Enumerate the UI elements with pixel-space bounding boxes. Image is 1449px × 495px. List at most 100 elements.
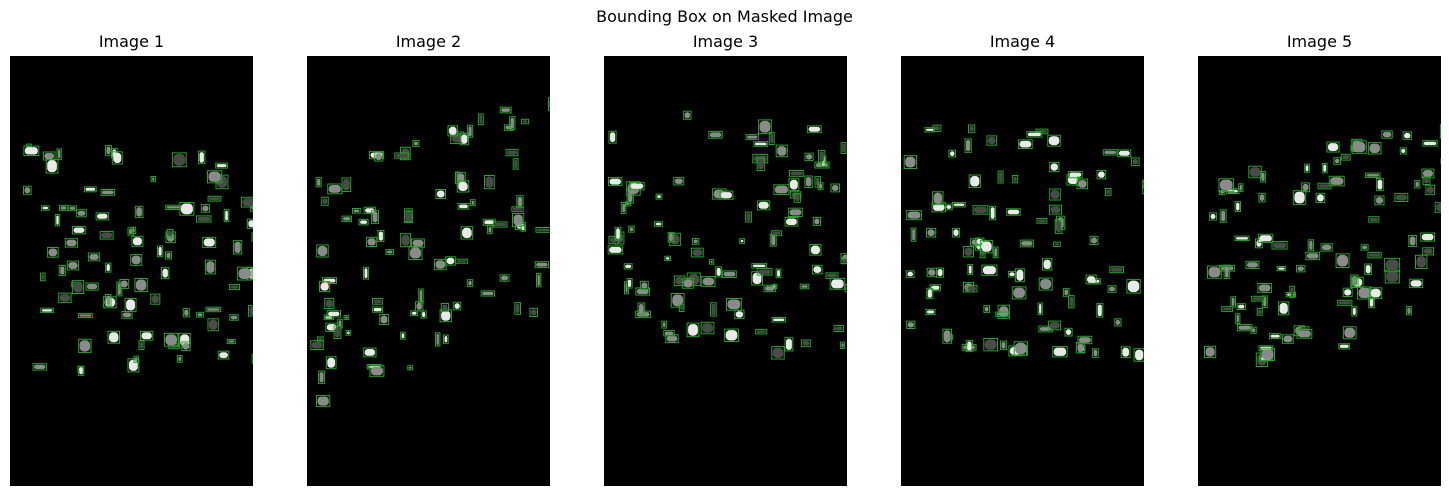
detected-blob (830, 183, 840, 193)
detected-blob (654, 221, 663, 227)
bounding-box (1049, 204, 1062, 215)
detected-blob (1248, 165, 1262, 179)
blob-mask (458, 173, 465, 185)
detected-blob (1296, 265, 1306, 273)
blob-mask (835, 326, 843, 331)
detected-blob (1049, 204, 1062, 215)
blob-mask (225, 210, 228, 221)
bounding-box (78, 338, 92, 354)
bounding-box (1422, 247, 1434, 256)
detected-blob (315, 177, 322, 188)
detected-blob (1142, 180, 1144, 189)
bounding-box (1434, 202, 1441, 213)
blob-mask (326, 324, 337, 331)
detected-blob (509, 116, 516, 130)
detected-blob (318, 370, 326, 384)
bounding-box (825, 272, 839, 279)
bounding-box (1289, 285, 1296, 299)
detected-blob (548, 97, 550, 111)
blob-mask (610, 132, 616, 143)
blob-mask (79, 340, 90, 352)
bounding-box (692, 238, 700, 245)
blob-mask (1386, 271, 1399, 282)
bounding-box (315, 177, 322, 188)
blob-mask (1043, 259, 1051, 269)
blob-mask (1426, 186, 1434, 194)
detected-blob (319, 281, 331, 293)
blob-mask (1353, 141, 1366, 153)
bounding-box (608, 130, 617, 144)
blob-mask (1344, 327, 1356, 338)
blob-mask (41, 274, 45, 280)
bounding-box (771, 230, 783, 236)
detected-blob (1102, 149, 1118, 156)
detected-blob (753, 141, 769, 147)
detected-blob (529, 307, 538, 317)
bounding-box (40, 307, 54, 314)
bounding-box (637, 302, 646, 315)
detected-blob (951, 227, 961, 238)
blob-mask (89, 254, 99, 260)
detected-blob (1333, 157, 1341, 165)
detected-blob (176, 355, 183, 363)
bounding-box (95, 212, 109, 221)
bounding-box (131, 226, 137, 234)
detected-blob (1414, 179, 1421, 189)
blob-mask (771, 235, 776, 246)
detected-blob (745, 134, 759, 141)
blob-mask (1104, 150, 1116, 154)
detected-blob (623, 263, 633, 270)
detected-blob (412, 140, 420, 147)
blob-mask (459, 204, 468, 209)
bounding-box (411, 238, 425, 248)
detected-blob (459, 132, 469, 146)
detected-blob (1376, 178, 1384, 192)
blob-mask (131, 255, 141, 265)
detected-blob (1278, 301, 1290, 316)
bounding-box (1292, 190, 1307, 205)
detected-blob (1269, 333, 1282, 340)
blob-mask (494, 223, 507, 227)
blob-mask (765, 286, 775, 291)
detected-blob (771, 317, 786, 323)
blob-mask (693, 239, 698, 244)
blob-mask (1115, 319, 1120, 325)
detected-blob (140, 330, 154, 341)
bounding-box (757, 200, 771, 211)
bounding-box (1047, 320, 1062, 331)
detected-blob (1204, 345, 1217, 359)
bounding-box (755, 328, 768, 335)
bounding-box (1049, 161, 1060, 173)
detected-blob (1374, 195, 1385, 206)
blob-mask (56, 215, 59, 225)
blob-mask (230, 285, 239, 289)
blob-mask (122, 312, 132, 318)
blob-mask (317, 246, 328, 256)
detected-blob (1076, 178, 1089, 190)
detected-blob (1317, 182, 1332, 190)
detected-blob (673, 275, 686, 287)
bounding-box (1076, 178, 1089, 190)
detected-blob (1285, 292, 1296, 298)
bounding-box (926, 287, 934, 300)
blob-mask (1416, 256, 1426, 268)
detected-blob (84, 186, 97, 193)
blob-mask (230, 315, 238, 320)
blob-mask (1001, 342, 1006, 349)
detected-blob (54, 214, 61, 227)
blob-mask (380, 315, 388, 324)
bounding-box (1131, 157, 1140, 167)
bounding-box (1405, 306, 1413, 316)
blob-mask (1093, 349, 1098, 357)
detected-blob (196, 215, 212, 223)
detected-blob (663, 330, 675, 337)
bounding-box (56, 148, 62, 160)
blob-mask (197, 216, 210, 222)
blob-mask (1247, 262, 1258, 268)
bounding-box (715, 266, 723, 278)
detected-blob (625, 201, 632, 207)
blob-mask (727, 299, 741, 310)
detected-blob (967, 264, 974, 276)
blob-mask (1358, 287, 1371, 298)
detected-blob (670, 293, 685, 308)
